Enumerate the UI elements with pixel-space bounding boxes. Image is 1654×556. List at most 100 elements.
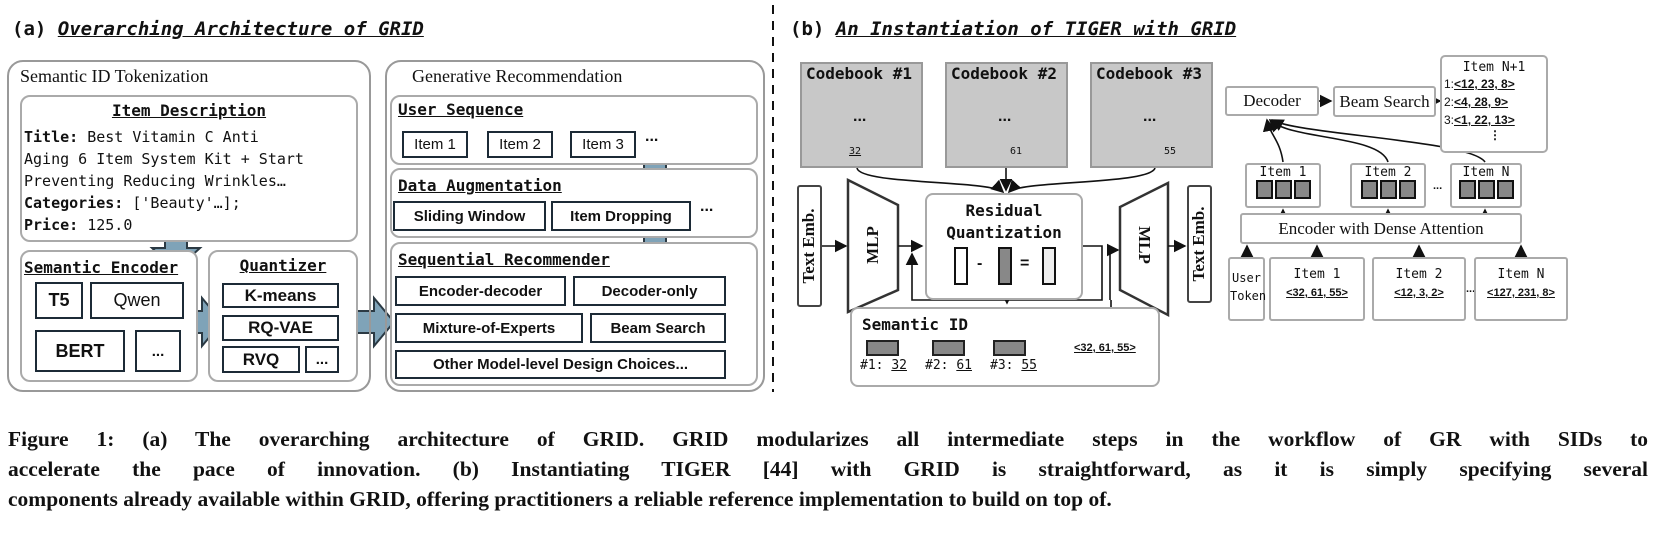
categories-label: Categories: xyxy=(24,194,124,212)
input-item-label: Item N xyxy=(1497,267,1545,282)
aug-item-dropping: Item Dropping xyxy=(551,201,691,231)
panel-a-prefix: (a) xyxy=(12,18,47,40)
codebook-3-link xyxy=(1007,167,1156,194)
data-augmentation-header: Data Augmentation xyxy=(398,176,562,195)
rq-line2: Quantization xyxy=(946,223,1062,242)
sid: <12, 23, 8> xyxy=(1454,77,1515,91)
input-item-1: Item 1 <32, 61, 55> xyxy=(1269,257,1365,321)
caption-line-2: accelerate the pace of innovation. (b) I… xyxy=(8,457,1648,481)
sid-code-label: #2: xyxy=(925,358,949,373)
title-label: Title: xyxy=(24,128,79,146)
codebook-1-index: 32 xyxy=(849,146,862,157)
generative-title: Generative Recommendation xyxy=(412,66,623,86)
codebook-3-index: 55 xyxy=(1164,146,1177,157)
mlp-encoder-label: MLP xyxy=(863,226,882,264)
minus-sign: - xyxy=(977,255,983,272)
attn-itemn-to-decoder xyxy=(1270,119,1486,163)
title-value-cont: Aging 6 Item System Kit + Start xyxy=(24,150,304,168)
text-emb-input-box xyxy=(797,185,822,307)
encoder-more: ... xyxy=(135,330,181,372)
sequence-item-2: Item 2 xyxy=(487,131,553,158)
codebook-2-label: Codebook #2 xyxy=(951,64,1057,83)
mlp-encoder-shape xyxy=(846,177,900,314)
sid-code-2: #2: 61 xyxy=(925,358,972,373)
rec-decoder-only: Decoder-only xyxy=(573,276,726,306)
beam-search-box: Beam Search xyxy=(1333,86,1436,117)
codebook-2-index: 61 xyxy=(1010,146,1023,157)
encoded-more: ... xyxy=(1433,180,1443,192)
title-value-cont: Preventing Reducing Wrinkles… xyxy=(24,172,286,190)
input-more: ... xyxy=(1466,283,1476,295)
sid-code-1-block xyxy=(866,340,899,356)
sequence-item-1: Item 1 xyxy=(402,131,468,158)
text-emb-input: Text Emb. xyxy=(799,208,818,284)
rank: 2: xyxy=(1444,95,1455,109)
sid-code-label: #3: xyxy=(990,358,1014,373)
input-item-n: Item N <127, 231, 8> xyxy=(1474,257,1568,321)
codebook-2 xyxy=(945,62,1068,168)
output-row-2: 2:<4, 28, 9> xyxy=(1444,93,1546,111)
encoded-item-label: Item 2 xyxy=(1364,165,1412,180)
mlp-decoder-label: MLP xyxy=(1135,226,1154,264)
residual-quantization-label: Residual Quantization xyxy=(925,200,1083,244)
rank: 3: xyxy=(1444,113,1455,127)
sid-code-value: 32 xyxy=(891,358,907,373)
user-sequence-header: User Sequence xyxy=(398,100,524,119)
encoder-box: Encoder with Dense Attention xyxy=(1240,213,1522,244)
price-value: 125.0 xyxy=(87,216,133,234)
quantizer-kmeans: K-means xyxy=(222,283,339,308)
quantizer-more: ... xyxy=(305,346,339,373)
mlp-decoder-shape xyxy=(1118,180,1170,318)
title-value: Best Vitamin C Anti xyxy=(87,128,259,146)
caption-line-1: Figure 1: (a) The overarching architectu… xyxy=(8,427,1648,451)
encoded-item-1: Item 1 xyxy=(1245,163,1321,208)
arrow-tokenization-to-generative-icon xyxy=(355,295,396,349)
input-item-sid: <32, 61, 55> xyxy=(1286,287,1348,299)
aug-sliding-window: Sliding Window xyxy=(393,201,546,231)
sid-code-3: #3: 55 xyxy=(990,358,1037,373)
codebook-1 xyxy=(800,62,923,168)
input-item-label: Item 2 xyxy=(1395,267,1443,282)
output-row-1: 1:<12, 23, 8> xyxy=(1444,75,1546,93)
codebook-2-ellipsis: ... xyxy=(998,108,1012,125)
sid-code-1: #1: 32 xyxy=(860,358,907,373)
sid-code-3-block xyxy=(993,340,1026,356)
input-item-label: Item 1 xyxy=(1293,267,1341,282)
user-token-line2: Token xyxy=(1230,289,1267,303)
encoder-qwen: Qwen xyxy=(90,282,184,319)
equals-sign: = xyxy=(1020,255,1030,272)
semantic-id-header: Semantic ID xyxy=(862,315,968,334)
sid-result: <32, 61, 55> xyxy=(1074,342,1136,354)
encoded-item-label: Item N xyxy=(1462,165,1510,180)
item-description-header: Item Description xyxy=(111,101,267,120)
sequence-more: ... xyxy=(645,128,659,145)
panel-a-title: (a) Overarching Architecture of GRID xyxy=(12,18,424,40)
panel-b-title-text: An Instantiation of TIGER with GRID xyxy=(835,18,1237,40)
rec-mixture-of-experts: Mixture-of-Experts xyxy=(395,313,583,343)
residual-loop-arrow xyxy=(905,245,1103,301)
codebook-3 xyxy=(1090,62,1213,168)
price-label: Price: xyxy=(24,216,79,234)
rec-other-choices: Other Model-level Design Choices... xyxy=(395,350,726,379)
sid: <4, 28, 9> xyxy=(1454,95,1509,109)
categories-value: ['Beauty'…]; xyxy=(132,194,241,212)
user-token-line1: User xyxy=(1232,271,1261,285)
residual-vector xyxy=(1042,247,1056,285)
codebook-3-label: Codebook #3 xyxy=(1096,64,1202,83)
decoder-box: Decoder xyxy=(1225,86,1319,116)
codebook-1-ellipsis: ... xyxy=(853,108,867,125)
panel-b-prefix: (b) xyxy=(790,18,825,40)
input-item-sid: <12, 3, 2> xyxy=(1394,287,1444,299)
codebook-3-ellipsis: ... xyxy=(1143,108,1157,125)
quantizer-rvq: RVQ xyxy=(222,346,300,373)
output-row-3: 3:<1, 22, 13> xyxy=(1444,111,1546,129)
encoder-bert: BERT xyxy=(35,330,125,372)
caption-line-3: components already available within GRID… xyxy=(8,487,1112,511)
text-emb-output: Text Emb. xyxy=(1189,206,1208,282)
user-token-box: User Token xyxy=(1228,257,1267,321)
encoded-item-label: Item 1 xyxy=(1259,165,1307,180)
sid-code-2-block xyxy=(932,340,965,356)
semantic-encoder-header: Semantic Encoder xyxy=(24,258,179,277)
rec-encoder-decoder: Encoder-decoder xyxy=(395,276,566,306)
